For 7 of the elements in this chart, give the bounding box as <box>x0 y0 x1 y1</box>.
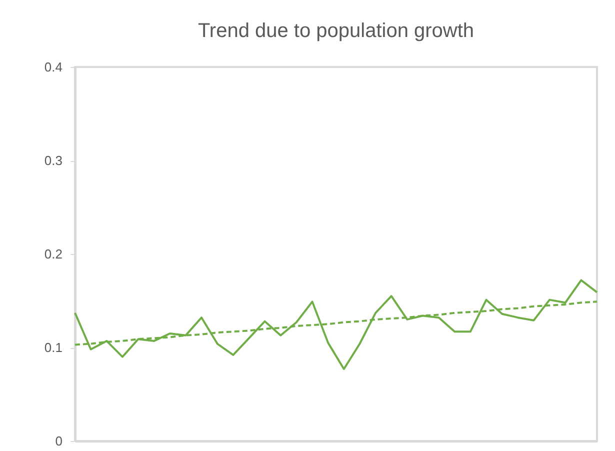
line-series <box>74 279 598 370</box>
y-tick-label: 0.2 <box>44 246 62 262</box>
y-tick-label: 0.1 <box>44 340 62 355</box>
y-tick-label: 0 <box>55 434 62 448</box>
chart-title: Trend due to population growth <box>198 20 474 42</box>
y-tick-label: 0.4 <box>44 60 62 74</box>
y-tick-label: 0.3 <box>44 153 62 168</box>
